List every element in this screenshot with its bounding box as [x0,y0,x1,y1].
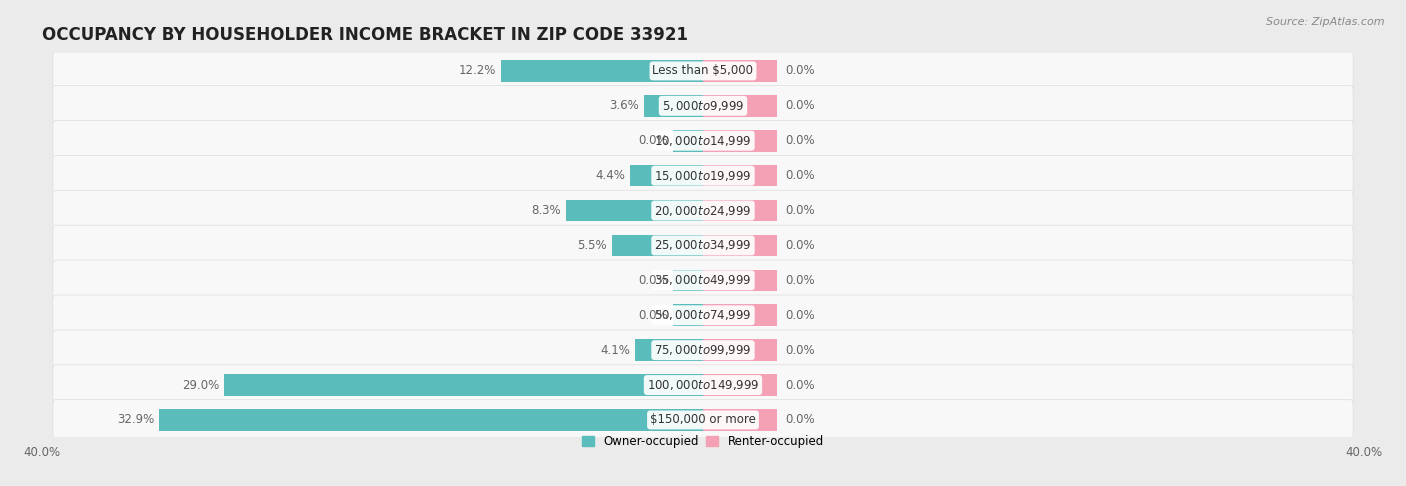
Bar [565,200,703,221]
Bar [224,374,703,396]
Text: $150,000 or more: $150,000 or more [650,414,756,426]
Text: 32.9%: 32.9% [117,414,155,426]
Text: $35,000 to $49,999: $35,000 to $49,999 [654,273,752,287]
Text: 0.0%: 0.0% [786,414,815,426]
Bar [703,339,778,361]
Text: $50,000 to $74,999: $50,000 to $74,999 [654,308,752,322]
Text: 0.0%: 0.0% [786,134,815,147]
Bar [703,304,778,326]
Text: 12.2%: 12.2% [460,65,496,77]
Text: 0.0%: 0.0% [786,99,815,112]
Text: Source: ZipAtlas.com: Source: ZipAtlas.com [1267,17,1385,27]
Text: 0.0%: 0.0% [638,274,668,287]
FancyBboxPatch shape [53,121,1353,161]
Text: 4.4%: 4.4% [596,169,626,182]
Text: 4.1%: 4.1% [600,344,630,357]
Bar [703,60,778,82]
FancyBboxPatch shape [53,51,1353,91]
Bar [673,130,703,152]
Text: 0.0%: 0.0% [786,169,815,182]
Text: 0.0%: 0.0% [786,309,815,322]
Text: $25,000 to $34,999: $25,000 to $34,999 [654,239,752,252]
Bar [159,409,703,431]
FancyBboxPatch shape [53,330,1353,370]
Text: $15,000 to $19,999: $15,000 to $19,999 [654,169,752,183]
FancyBboxPatch shape [53,365,1353,405]
Bar [502,60,703,82]
Bar [703,235,778,256]
Bar [630,165,703,187]
Text: 8.3%: 8.3% [531,204,561,217]
Text: $10,000 to $14,999: $10,000 to $14,999 [654,134,752,148]
FancyBboxPatch shape [53,295,1353,335]
Text: $100,000 to $149,999: $100,000 to $149,999 [647,378,759,392]
FancyBboxPatch shape [53,86,1353,126]
Text: $20,000 to $24,999: $20,000 to $24,999 [654,204,752,218]
Text: 0.0%: 0.0% [786,379,815,392]
FancyBboxPatch shape [53,191,1353,231]
Legend: Owner-occupied, Renter-occupied: Owner-occupied, Renter-occupied [578,430,828,452]
Bar [673,304,703,326]
Text: 5.5%: 5.5% [578,239,607,252]
Bar [636,339,703,361]
Bar [644,95,703,117]
FancyBboxPatch shape [53,399,1353,440]
Text: 29.0%: 29.0% [181,379,219,392]
Bar [703,374,778,396]
Bar [703,95,778,117]
Text: 0.0%: 0.0% [786,204,815,217]
Text: OCCUPANCY BY HOUSEHOLDER INCOME BRACKET IN ZIP CODE 33921: OCCUPANCY BY HOUSEHOLDER INCOME BRACKET … [42,26,688,44]
Bar [703,409,778,431]
Bar [612,235,703,256]
Text: 0.0%: 0.0% [638,134,668,147]
Bar [673,270,703,291]
Text: 0.0%: 0.0% [638,309,668,322]
Text: Less than $5,000: Less than $5,000 [652,65,754,77]
Text: 0.0%: 0.0% [786,65,815,77]
FancyBboxPatch shape [53,156,1353,196]
Bar [703,270,778,291]
Bar [703,165,778,187]
Text: 0.0%: 0.0% [786,274,815,287]
Text: 0.0%: 0.0% [786,344,815,357]
FancyBboxPatch shape [53,225,1353,266]
Text: 3.6%: 3.6% [609,99,638,112]
Text: 0.0%: 0.0% [786,239,815,252]
Text: $75,000 to $99,999: $75,000 to $99,999 [654,343,752,357]
Bar [703,130,778,152]
Bar [703,200,778,221]
FancyBboxPatch shape [53,260,1353,300]
Text: $5,000 to $9,999: $5,000 to $9,999 [662,99,744,113]
